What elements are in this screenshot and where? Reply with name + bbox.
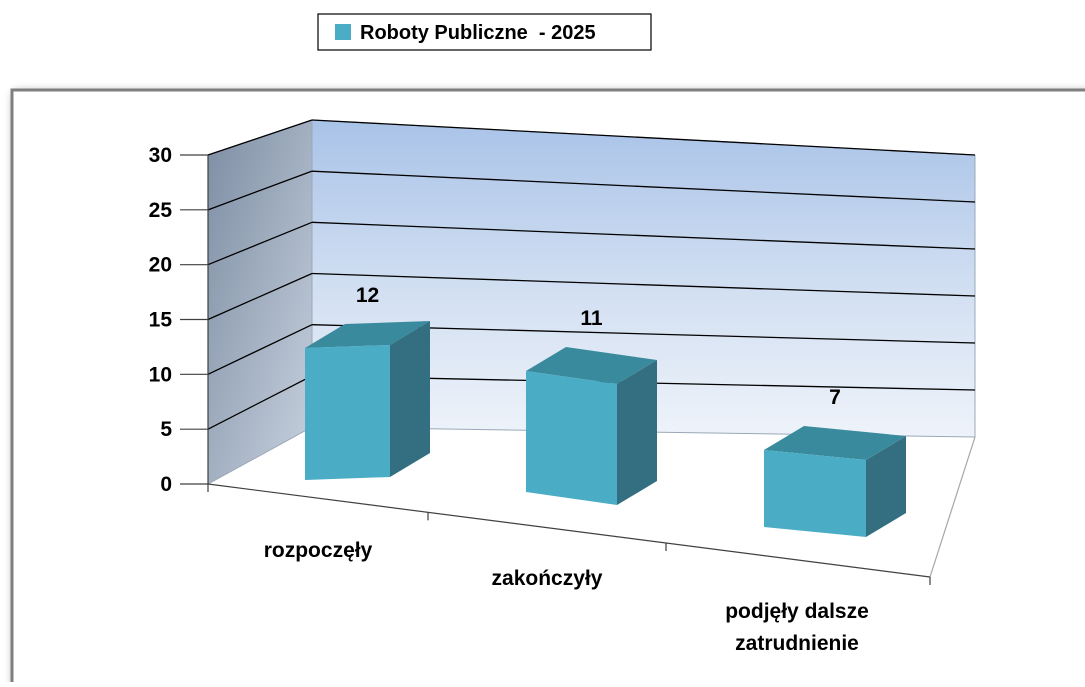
bar-front: [526, 371, 617, 505]
bar: [764, 426, 906, 537]
bar-top: [305, 321, 430, 348]
bar-front: [764, 450, 866, 537]
bar: [526, 347, 657, 505]
bar-side: [390, 321, 430, 477]
bar-side: [866, 436, 906, 537]
y-tick-label: 0: [160, 473, 172, 496]
bars: [305, 321, 906, 537]
category-axis-line: [207, 483, 931, 578]
y-tick-label: 25: [149, 199, 173, 222]
bar-top: [764, 426, 906, 460]
y-tick-label: 5: [160, 418, 172, 441]
legend-box: [317, 13, 652, 51]
y-tick-label: 20: [149, 254, 172, 277]
data-label: 11: [580, 307, 603, 330]
value-axis: 0 5 10 15 20 25 30: [149, 144, 209, 496]
gridline: [207, 119, 313, 156]
legend-label: Roboty Publiczne - 2025: [360, 22, 596, 44]
data-label: 12: [356, 284, 379, 307]
gridline: [207, 375, 313, 430]
gridline: [311, 221, 976, 250]
bar: [305, 321, 430, 480]
legend-swatch: [335, 24, 351, 40]
side-wall: [207, 119, 313, 485]
category-label: zatrudnienie: [735, 632, 859, 655]
y-tick-label: 10: [149, 363, 172, 386]
gridline: [207, 324, 313, 375]
y-tick-label: 30: [149, 144, 172, 167]
bar-side: [617, 360, 657, 505]
gridline: [311, 119, 976, 156]
floor-axis: [207, 436, 976, 585]
gridline: [207, 272, 313, 321]
gridline: [207, 170, 313, 211]
category-label: rozpoczęły: [264, 539, 373, 562]
y-tick-label: 15: [149, 309, 173, 332]
category-label: zakończyły: [492, 567, 603, 590]
labels: 12 11 7 rozpoczęły zakończyły podjęły dalsze z…: [264, 284, 869, 655]
data-label: 7: [829, 386, 841, 409]
legend: Roboty Publiczne - 2025: [317, 13, 652, 51]
gridline: [207, 221, 313, 266]
bar-top: [526, 347, 657, 384]
gridline: [311, 170, 976, 203]
category-label: podjęły dalsze: [725, 600, 869, 623]
gridline: [311, 272, 976, 297]
bar-front: [305, 345, 390, 480]
floor-right-edge: [929, 436, 976, 578]
